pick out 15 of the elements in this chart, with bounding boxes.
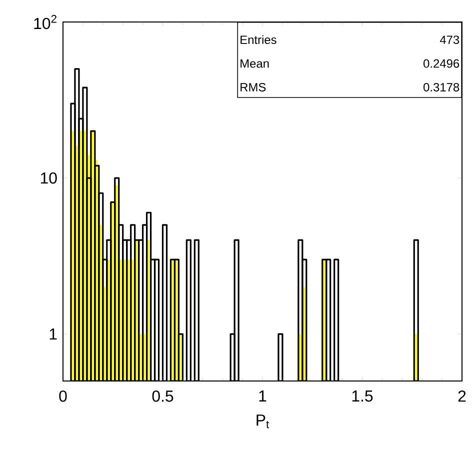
annotation: 0.2496 bbox=[424, 59, 460, 68]
x-tick-label: 0 bbox=[59, 390, 67, 402]
annotation: 473 bbox=[440, 36, 460, 44]
x-axis-title: P$_{t}$ bbox=[256, 414, 270, 428]
annotation: Entries bbox=[240, 35, 276, 44]
x-tick-label: 0.5 bbox=[152, 390, 174, 402]
annotation: Mean bbox=[240, 59, 269, 68]
y-tick-label: 1 bbox=[50, 328, 57, 340]
x-tick-label: 2 bbox=[458, 390, 466, 402]
y-tick-label: 10 bbox=[40, 172, 57, 184]
annotation: RMS bbox=[240, 82, 266, 92]
annotation: 0.3178 bbox=[424, 82, 460, 92]
x-tick-label: 1.5 bbox=[352, 390, 373, 402]
y-tick-label: 10$^{2}$ bbox=[34, 14, 56, 30]
x-tick-label: 1 bbox=[259, 390, 266, 402]
